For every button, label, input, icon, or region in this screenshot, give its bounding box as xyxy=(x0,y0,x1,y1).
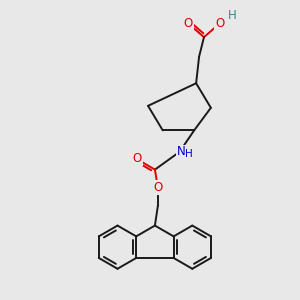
Text: O: O xyxy=(184,17,193,30)
Text: N: N xyxy=(177,146,186,158)
Text: H: H xyxy=(185,149,193,159)
Text: H: H xyxy=(228,9,237,22)
Text: O: O xyxy=(153,181,163,194)
Text: O: O xyxy=(215,17,224,30)
Text: O: O xyxy=(133,152,142,165)
